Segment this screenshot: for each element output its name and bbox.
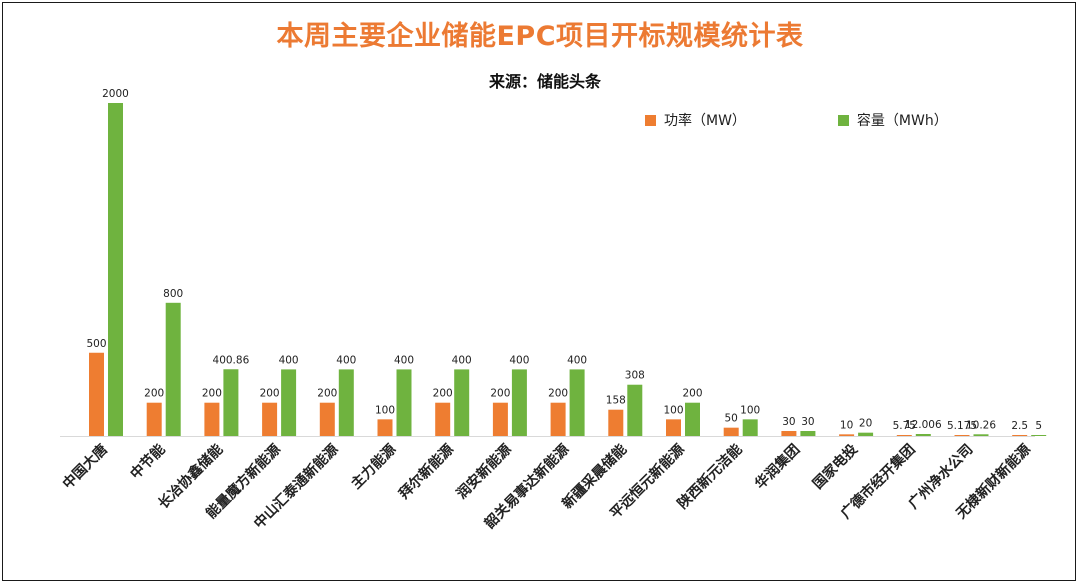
label-capacity-5: 400 bbox=[394, 354, 414, 366]
label-power-2: 200 bbox=[202, 388, 222, 400]
bar-power-6 bbox=[435, 402, 451, 436]
label-power-11: 50 bbox=[725, 413, 738, 425]
bar-power-13 bbox=[839, 434, 855, 436]
label-capacity-9: 308 bbox=[625, 370, 645, 382]
bar-capacity-6 bbox=[454, 369, 470, 436]
label-capacity-14: 12.006 bbox=[905, 419, 942, 431]
x-tick-label-7: 润安新能源 bbox=[453, 441, 515, 503]
x-tick-label-13: 国家电投 bbox=[809, 441, 861, 493]
x-tick-label-12: 华润集团 bbox=[752, 441, 804, 493]
bar-capacity-15 bbox=[973, 434, 989, 436]
label-capacity-0: 2000 bbox=[102, 88, 129, 100]
bar-capacity-14 bbox=[915, 434, 931, 436]
label-power-13: 10 bbox=[840, 419, 853, 431]
legend: 功率（MW） 容量（MWh） bbox=[645, 110, 1040, 130]
label-power-0: 500 bbox=[86, 338, 106, 350]
label-power-3: 200 bbox=[260, 388, 280, 400]
bar-capacity-8 bbox=[569, 369, 585, 436]
bar-capacity-5 bbox=[396, 369, 412, 436]
label-capacity-4: 400 bbox=[336, 354, 356, 366]
bar-power-15 bbox=[954, 435, 970, 436]
bar-power-4 bbox=[319, 402, 335, 436]
label-power-7: 200 bbox=[490, 388, 510, 400]
label-power-14: 5.75 bbox=[893, 420, 916, 432]
bar-power-11 bbox=[723, 427, 739, 436]
bar-power-7 bbox=[492, 402, 508, 436]
label-capacity-16: 5 bbox=[1035, 420, 1042, 432]
legend-label-power: 功率（MW） bbox=[664, 113, 746, 129]
x-tick-label-0: 中国大唐 bbox=[59, 441, 111, 493]
bar-power-10 bbox=[666, 419, 681, 436]
label-power-16: 2.5 bbox=[1011, 420, 1028, 432]
bar-capacity-2 bbox=[223, 369, 239, 436]
bar-capacity-13 bbox=[858, 432, 874, 436]
legend-item-capacity: 容量（MWh） bbox=[837, 110, 948, 130]
bar-capacity-9 bbox=[627, 384, 643, 436]
label-capacity-7: 400 bbox=[509, 354, 529, 366]
x-tick-label-6: 拜尔新能源 bbox=[396, 441, 458, 503]
bar-capacity-10 bbox=[685, 402, 700, 436]
bar-power-8 bbox=[550, 402, 566, 436]
label-power-8: 200 bbox=[548, 388, 568, 400]
legend-label-capacity: 容量（MWh） bbox=[856, 113, 948, 129]
label-capacity-2: 400.86 bbox=[213, 354, 250, 366]
bar-capacity-3 bbox=[281, 369, 297, 436]
bar-capacity-12 bbox=[800, 431, 816, 436]
bar-power-12 bbox=[781, 431, 797, 436]
label-capacity-1: 800 bbox=[163, 288, 183, 300]
label-power-15: 5.175 bbox=[947, 420, 977, 432]
chart-subtitle: 来源：储能头条 bbox=[488, 72, 601, 91]
label-power-10: 100 bbox=[663, 404, 683, 416]
label-capacity-13: 20 bbox=[859, 418, 872, 430]
label-power-1: 200 bbox=[144, 388, 164, 400]
label-capacity-10: 200 bbox=[682, 388, 702, 400]
bar-capacity-4 bbox=[338, 369, 354, 436]
bar-capacity-16 bbox=[1031, 435, 1047, 436]
x-tick-label-1: 中节能 bbox=[127, 441, 169, 483]
legend-swatch-capacity bbox=[837, 114, 849, 126]
legend-swatch-power bbox=[645, 114, 656, 126]
bar-capacity-11 bbox=[742, 419, 758, 436]
bar-power-5 bbox=[377, 419, 393, 436]
label-capacity-15: 10.26 bbox=[966, 419, 996, 431]
label-power-9: 158 bbox=[606, 395, 626, 407]
legend-item-power: 功率（MW） bbox=[645, 110, 746, 130]
bar-power-2 bbox=[204, 402, 220, 436]
bar-power-0 bbox=[89, 352, 104, 436]
bar-power-3 bbox=[262, 402, 278, 436]
bar-power-14 bbox=[896, 435, 912, 436]
label-capacity-11: 100 bbox=[740, 404, 760, 416]
bar-power-1 bbox=[146, 402, 162, 436]
label-capacity-12: 30 bbox=[801, 416, 814, 428]
bar-capacity-1 bbox=[165, 302, 181, 436]
bar-capacity-0 bbox=[108, 103, 123, 436]
label-capacity-6: 400 bbox=[452, 354, 472, 366]
label-power-4: 200 bbox=[317, 388, 337, 400]
bar-power-16 bbox=[1012, 435, 1028, 436]
bar-power-9 bbox=[608, 409, 624, 436]
x-tick-label-5: 主力能源 bbox=[348, 441, 400, 493]
label-power-5: 100 bbox=[375, 404, 395, 416]
label-capacity-8: 400 bbox=[567, 354, 587, 366]
label-power-12: 30 bbox=[782, 416, 795, 428]
label-capacity-3: 400 bbox=[279, 354, 299, 366]
label-power-6: 200 bbox=[433, 388, 453, 400]
chart-title: 本周主要企业储能EPC项目开标规模统计表 bbox=[276, 21, 804, 52]
bar-capacity-7 bbox=[511, 369, 527, 436]
